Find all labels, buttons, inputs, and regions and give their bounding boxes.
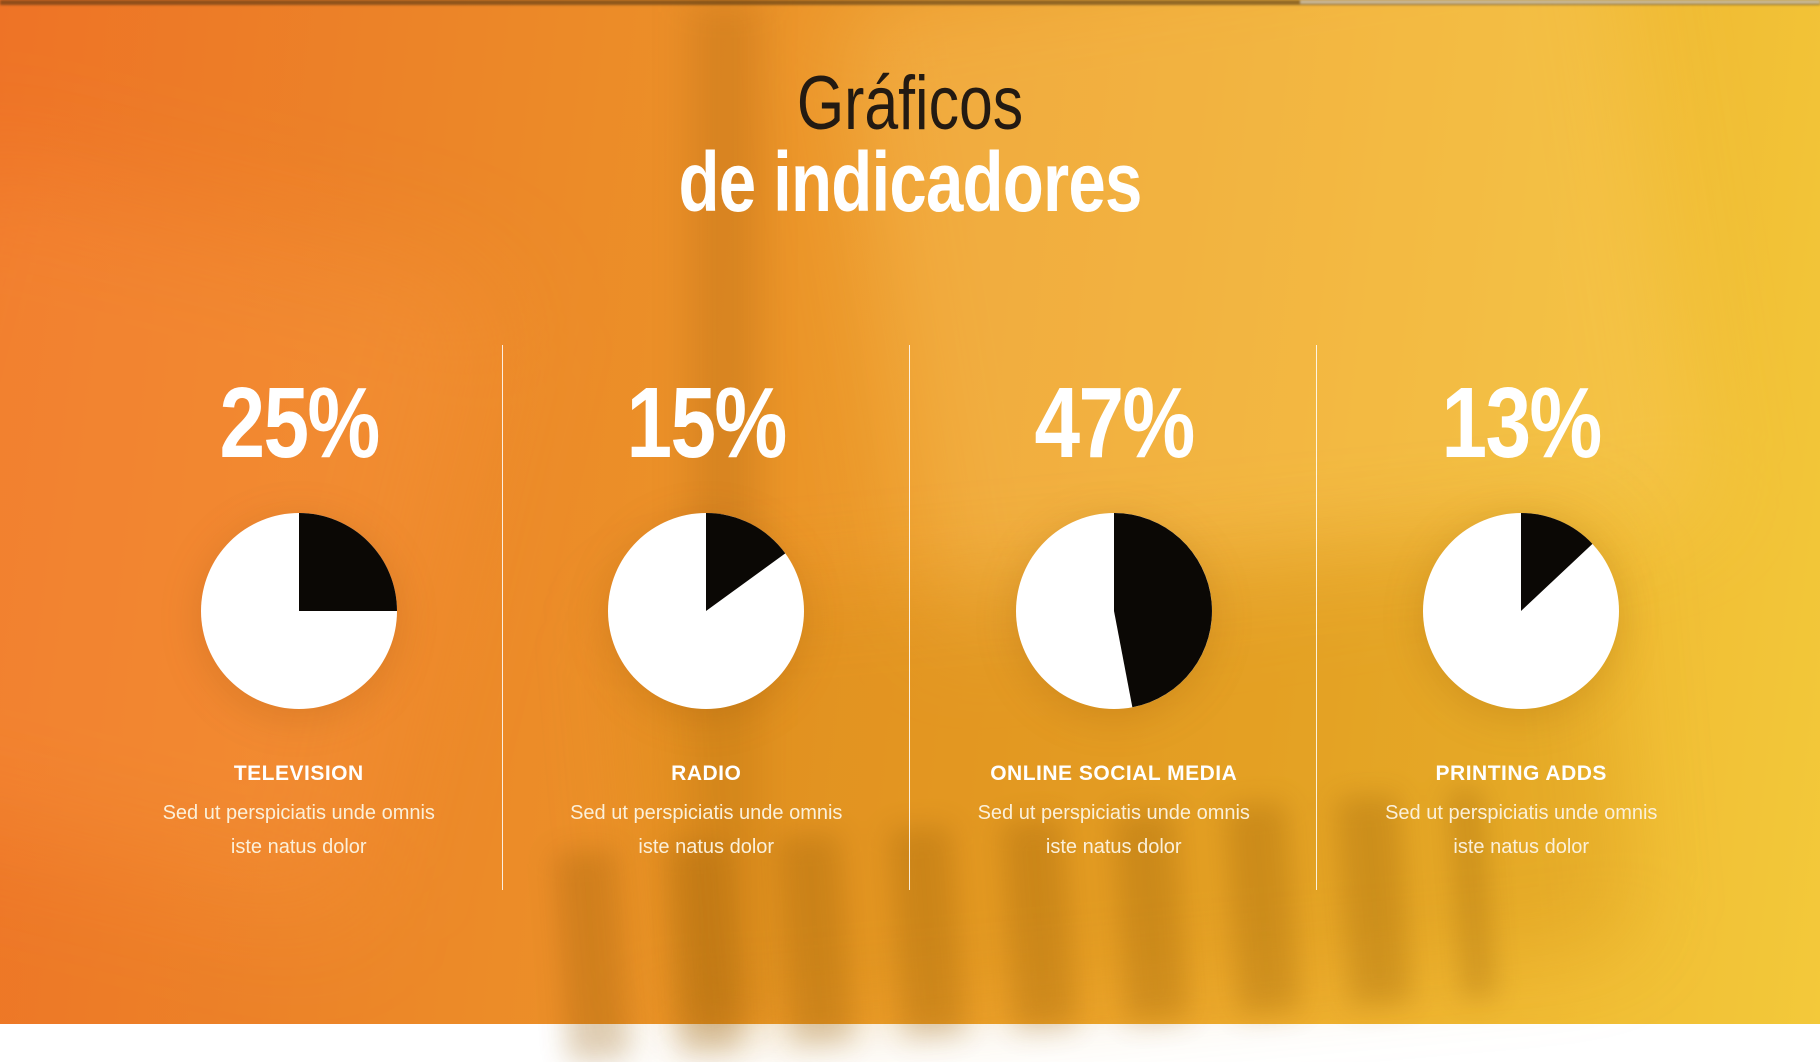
pie-chart-printing-adds (1423, 513, 1620, 709)
indicator-description: Sed ut perspiciatis unde omnis iste natu… (163, 796, 435, 864)
percent-value: 13% (1441, 367, 1603, 479)
indicator-description: Sed ut perspiciatis unde omnis iste natu… (570, 796, 842, 864)
percent-value: 25% (219, 367, 380, 479)
indicator-description-line1: Sed ut perspiciatis unde omnis (1385, 802, 1658, 825)
top-edge-light-strip (1300, 0, 1820, 4)
indicator-label: RADIO (671, 762, 742, 785)
indicator-television: 25% TELEVISION Sed ut perspiciatis unde … (95, 345, 503, 890)
top-edge-dark-strip (0, 0, 1820, 5)
page-title-line2: de indicadores (678, 135, 1142, 229)
indicator-description-line1: Sed ut perspiciatis unde omnis (977, 802, 1250, 825)
indicator-description-line1: Sed ut perspiciatis unde omnis (570, 802, 843, 825)
slide-header: Gráficos de indicadores (0, 61, 1820, 229)
indicator-online-social-media: 47% ONLINE SOCIAL MEDIA Sed ut perspicia… (910, 345, 1318, 890)
indicator-description-line2: iste natus dolor (638, 836, 775, 859)
indicator-label: PRINTING ADDS (1435, 762, 1607, 785)
pie-chart-online-social-media (1015, 513, 1212, 709)
indicator-description-line1: Sed ut perspiciatis unde omnis (162, 802, 435, 825)
column-divider (909, 345, 910, 890)
pie-chart-television (200, 513, 397, 709)
column-divider (502, 345, 503, 890)
pie-chart-radio (608, 513, 805, 709)
indicator-description: Sed ut perspiciatis unde omnis iste natu… (978, 796, 1250, 864)
indicator-printing-adds: 13% PRINTING ADDS Sed ut perspiciatis un… (1318, 345, 1726, 890)
indicator-label: TELEVISION (233, 762, 364, 785)
indicator-description-line2: iste natus dolor (1045, 836, 1182, 859)
column-divider (1316, 345, 1317, 890)
indicator-description-line2: iste natus dolor (1453, 836, 1590, 859)
indicator-label: ONLINE SOCIAL MEDIA (990, 762, 1238, 785)
indicator-description: Sed ut perspiciatis unde omnis iste natu… (1385, 796, 1657, 864)
indicator-description-line2: iste natus dolor (230, 836, 367, 859)
percent-value: 47% (1034, 367, 1195, 479)
indicators-row: 25% TELEVISION Sed ut perspiciatis unde … (95, 345, 1725, 890)
indicator-radio: 15% RADIO Sed ut perspiciatis unde omnis… (503, 345, 911, 890)
page-title-line1: Gráficos (796, 61, 1024, 146)
percent-value: 15% (626, 367, 788, 479)
